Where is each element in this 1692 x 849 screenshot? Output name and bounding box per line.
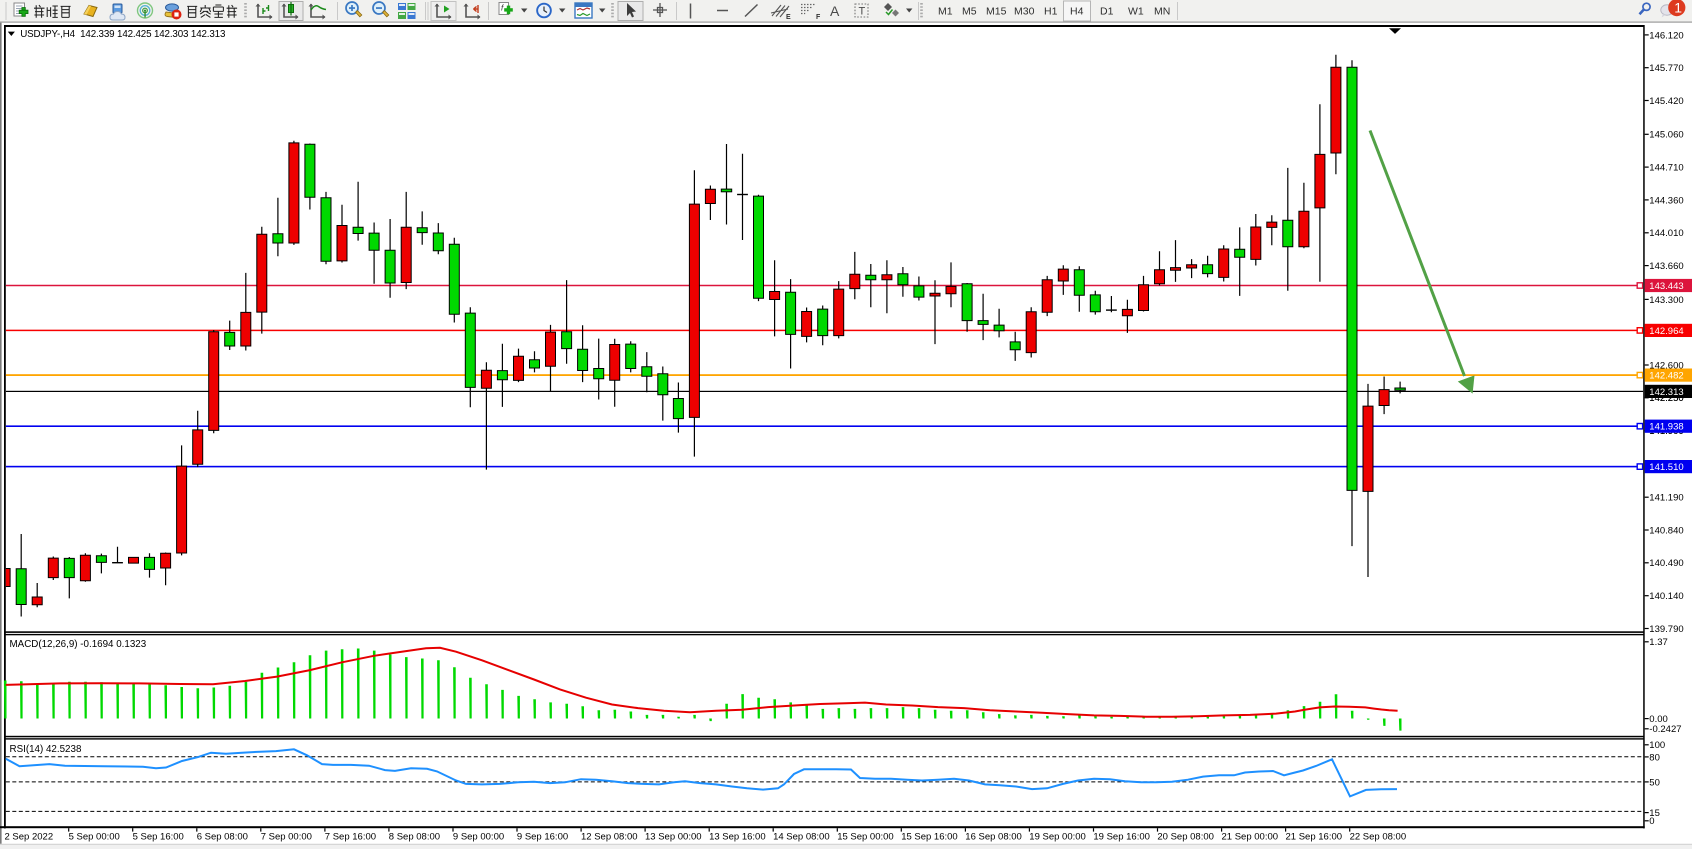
- svg-text:21 Sep 00:00: 21 Sep 00:00: [1222, 831, 1279, 842]
- svg-text:143.443: 143.443: [1649, 281, 1683, 292]
- svg-text:5 Sep 00:00: 5 Sep 00:00: [69, 831, 120, 842]
- svg-text:F: F: [816, 14, 821, 21]
- svg-text:141.900: 141.900: [1649, 426, 1683, 437]
- svg-text:6 Sep 08:00: 6 Sep 08:00: [197, 831, 248, 842]
- svg-text:MN: MN: [1154, 6, 1170, 18]
- svg-text:142.482: 142.482: [1649, 371, 1683, 382]
- svg-text:E: E: [786, 14, 791, 21]
- svg-text:22 Sep 08:00: 22 Sep 08:00: [1350, 831, 1407, 842]
- svg-text:M1: M1: [938, 6, 953, 18]
- svg-text:144.010: 144.010: [1649, 228, 1683, 239]
- svg-text:140.140: 140.140: [1649, 591, 1683, 602]
- svg-text:50: 50: [1649, 777, 1660, 788]
- svg-text:144.710: 144.710: [1649, 163, 1683, 174]
- svg-text:19 Sep 16:00: 19 Sep 16:00: [1093, 831, 1150, 842]
- svg-text:19 Sep 00:00: 19 Sep 00:00: [1029, 831, 1086, 842]
- svg-text:7 Sep 16:00: 7 Sep 16:00: [325, 831, 376, 842]
- svg-text:146.120: 146.120: [1649, 30, 1683, 41]
- svg-text:140.490: 140.490: [1649, 558, 1683, 569]
- svg-text:8 Sep 08:00: 8 Sep 08:00: [389, 831, 440, 842]
- svg-text:12 Sep 08:00: 12 Sep 08:00: [581, 831, 638, 842]
- svg-text:D1: D1: [1100, 6, 1114, 18]
- svg-text:142.250: 142.250: [1649, 393, 1683, 404]
- svg-text:1.37: 1.37: [1649, 637, 1668, 648]
- svg-text:15: 15: [1649, 808, 1660, 819]
- svg-text:f: f: [501, 4, 504, 13]
- svg-text:7 Sep 00:00: 7 Sep 00:00: [261, 831, 312, 842]
- svg-text:H4: H4: [1070, 6, 1084, 18]
- svg-text:142.964: 142.964: [1649, 326, 1683, 337]
- svg-text:T: T: [859, 6, 866, 18]
- svg-text:A: A: [830, 3, 840, 19]
- svg-text:5 Sep 16:00: 5 Sep 16:00: [133, 831, 184, 842]
- svg-text:13 Sep 16:00: 13 Sep 16:00: [709, 831, 766, 842]
- svg-text:USDJPY-,H4 142.339 142.425 14: USDJPY-,H4 142.339 142.425 142.303 142.3…: [20, 29, 226, 40]
- svg-text:142.250: 142.250: [1649, 393, 1683, 404]
- svg-text:M30: M30: [1014, 6, 1035, 18]
- svg-text:9 Sep 00:00: 9 Sep 00:00: [453, 831, 504, 842]
- svg-text:RSI(14) 42.5238: RSI(14) 42.5238: [10, 744, 82, 755]
- svg-text:20 Sep 08:00: 20 Sep 08:00: [1157, 831, 1214, 842]
- svg-text:9 Sep 16:00: 9 Sep 16:00: [517, 831, 568, 842]
- svg-text:H1: H1: [1044, 6, 1058, 18]
- svg-text:139.790: 139.790: [1649, 624, 1683, 635]
- svg-text:1: 1: [1674, 0, 1682, 16]
- svg-text:140.840: 140.840: [1649, 525, 1683, 536]
- svg-text:M5: M5: [962, 6, 977, 18]
- svg-text:-0.2427: -0.2427: [1649, 724, 1681, 735]
- svg-text:W1: W1: [1128, 6, 1144, 18]
- svg-text:21 Sep 16:00: 21 Sep 16:00: [1286, 831, 1343, 842]
- svg-text:15 Sep 16:00: 15 Sep 16:00: [901, 831, 958, 842]
- svg-text:0.00: 0.00: [1649, 714, 1668, 725]
- svg-text:141.510: 141.510: [1649, 462, 1683, 473]
- svg-text:15 Sep 00:00: 15 Sep 00:00: [837, 831, 894, 842]
- svg-text:142.600: 142.600: [1649, 360, 1683, 371]
- svg-text:13 Sep 00:00: 13 Sep 00:00: [645, 831, 702, 842]
- svg-text:2 Sep 2022: 2 Sep 2022: [5, 831, 54, 842]
- svg-text:145.420: 145.420: [1649, 96, 1683, 107]
- svg-text:16 Sep 08:00: 16 Sep 08:00: [965, 831, 1022, 842]
- svg-text:145.770: 145.770: [1649, 63, 1683, 74]
- svg-text:141.938: 141.938: [1649, 422, 1683, 433]
- svg-text:100: 100: [1649, 740, 1665, 751]
- svg-text:143.660: 143.660: [1649, 261, 1683, 272]
- svg-text:142.313: 142.313: [1649, 387, 1683, 398]
- svg-text:0: 0: [1649, 816, 1654, 827]
- svg-text:145.060: 145.060: [1649, 130, 1683, 141]
- svg-text:80: 80: [1649, 752, 1660, 763]
- svg-text:141.190: 141.190: [1649, 493, 1683, 504]
- svg-text:144.360: 144.360: [1649, 195, 1683, 206]
- svg-text:M15: M15: [986, 6, 1007, 18]
- svg-text:MACD(12,26,9) -0.1694 0.1323: MACD(12,26,9) -0.1694 0.1323: [10, 639, 147, 650]
- svg-text:14 Sep 08:00: 14 Sep 08:00: [773, 831, 830, 842]
- svg-text:143.300: 143.300: [1649, 295, 1683, 306]
